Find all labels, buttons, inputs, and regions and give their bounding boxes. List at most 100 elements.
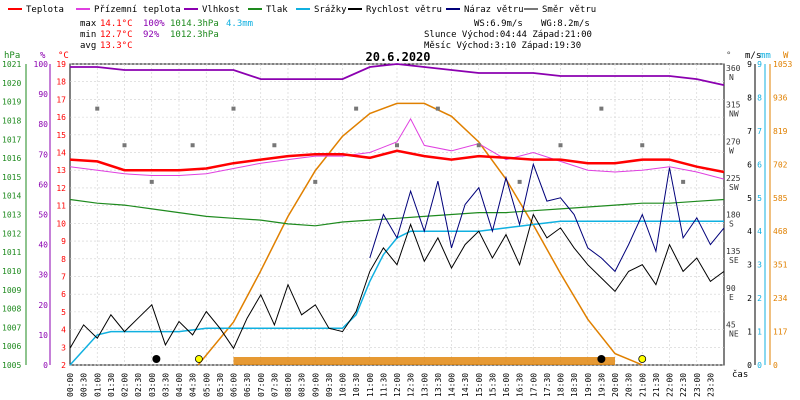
tick-hpa: 1014 — [2, 192, 21, 201]
tick-x: 06:00 — [230, 373, 239, 397]
chart-axes: hPa% °C1021102010191018101710161015101410… — [2, 51, 792, 397]
tick-x: 11:30 — [379, 373, 388, 397]
tick-x: 18:00 — [557, 373, 566, 397]
tick-x: 00:00 — [66, 373, 75, 397]
stat-max-hum: 100% — [143, 19, 165, 29]
tick-ms: 1 — [747, 328, 752, 337]
tick-x: 22:30 — [679, 373, 688, 397]
series-pressure — [69, 198, 725, 227]
wind-direction-point — [272, 143, 277, 148]
tick-temp: 8 — [61, 255, 66, 264]
tick-x: 07:30 — [270, 373, 279, 397]
chart-series — [69, 63, 725, 366]
tick-w: 468 — [773, 227, 788, 236]
tick-x: 19:30 — [597, 373, 606, 397]
tick-x: 01:00 — [93, 373, 102, 397]
tick-x: 08:30 — [298, 373, 307, 397]
axis-x-label: čas — [732, 369, 748, 380]
tick-hpa: 1012 — [2, 229, 21, 238]
wind-direction-point — [599, 106, 604, 111]
sunset-marker — [638, 355, 647, 363]
legend-entry: Teplota — [26, 5, 64, 15]
tick-ms: 5 — [747, 194, 752, 203]
tick-x: 15:30 — [488, 373, 497, 397]
tick-mm: 9 — [757, 60, 762, 69]
tick-temp: 7 — [61, 272, 66, 281]
tick-x: 22:00 — [666, 373, 675, 397]
sunrise-marker — [194, 355, 203, 363]
tick-x: 10:00 — [339, 373, 348, 397]
tick-dir-name: SW — [729, 183, 739, 192]
tick-hpa: 1016 — [2, 154, 21, 163]
tick-x: 09:00 — [311, 373, 320, 397]
tick-temp: 6 — [61, 290, 66, 299]
stat-min-hum: 92% — [143, 30, 160, 40]
stat-avg-label: avg — [80, 41, 96, 51]
tick-temp: 17 — [56, 95, 66, 104]
tick-hpa: 1015 — [2, 173, 21, 182]
tick-temp: 2 — [61, 361, 66, 370]
stat-ws: WS:6.9m/s — [474, 19, 523, 29]
tick-mm: 6 — [757, 160, 762, 169]
tick-dir-name: E — [729, 293, 734, 302]
legend-entry: Směr větru — [542, 5, 596, 15]
axis-deg-label: ° — [726, 51, 731, 61]
tick-temp: 12 — [56, 184, 66, 193]
tick-dir-name: S — [729, 220, 734, 229]
wind-direction-point — [435, 106, 440, 111]
tick-hpa: 1006 — [2, 342, 21, 351]
tick-x: 23:30 — [706, 373, 715, 397]
tick-dir-name: NW — [729, 110, 739, 119]
tick-w: 0 — [773, 361, 778, 370]
tick-x: 17:00 — [529, 373, 538, 397]
stat-rain-total: 4.3mm — [226, 19, 253, 29]
tick-pct: 0 — [43, 361, 48, 370]
tick-ms: 6 — [747, 160, 752, 169]
stat-min-temp: 12.7°C — [100, 30, 133, 40]
tick-temp: 9 — [61, 237, 66, 246]
stat-min-press: 1012.3hPa — [170, 30, 219, 40]
axis-temp-label: °C — [58, 51, 69, 61]
tick-pct: 70 — [38, 150, 48, 159]
series-temperature — [69, 149, 725, 174]
tick-hpa: 1005 — [2, 361, 21, 370]
tick-mm: 2 — [757, 294, 762, 303]
tick-mm: 7 — [757, 127, 762, 136]
wind-direction-point — [313, 179, 318, 184]
wind-direction-point — [681, 179, 686, 184]
wind-direction-point — [95, 106, 100, 111]
tick-hpa: 1021 — [2, 60, 21, 69]
tick-x: 18:30 — [570, 373, 579, 397]
stat-sun: Slunce Východ:04:44 Západ:21:00 — [424, 30, 592, 40]
tick-hpa: 1018 — [2, 116, 21, 125]
legend-entry: Rychlost větru — [366, 5, 442, 15]
tick-pct: 60 — [38, 180, 48, 189]
tick-x: 07:00 — [257, 373, 266, 397]
tick-w: 819 — [773, 127, 788, 136]
tick-w: 234 — [773, 294, 788, 303]
series-wind-gust — [369, 162, 725, 273]
tick-w: 702 — [773, 160, 788, 169]
tick-w: 936 — [773, 93, 788, 102]
tick-pct: 40 — [38, 241, 48, 250]
tick-x: 16:30 — [516, 373, 525, 397]
tick-temp: 19 — [56, 60, 66, 69]
tick-dir-name: N — [729, 73, 734, 82]
wind-direction-point — [190, 143, 195, 148]
stat-moon: Měsíc Východ:3:10 Západ:19:30 — [424, 41, 581, 51]
tick-x: 05:30 — [216, 373, 225, 397]
tick-x: 10:30 — [352, 373, 361, 397]
tick-temp: 11 — [56, 202, 66, 211]
tick-ms: 8 — [747, 93, 752, 102]
legend-entry: Tlak — [266, 5, 288, 15]
axis-pct-label: % — [40, 51, 46, 61]
legend-entry: Přízemní teplota — [94, 5, 181, 15]
tick-temp: 3 — [61, 343, 66, 352]
tick-w: 1053 — [773, 60, 792, 69]
wind-direction-point — [149, 179, 154, 184]
legend-entry: Náraz větru — [464, 5, 524, 15]
tick-hpa: 1008 — [2, 305, 21, 314]
tick-x: 13:00 — [420, 373, 429, 397]
tick-x: 06:30 — [243, 373, 252, 397]
